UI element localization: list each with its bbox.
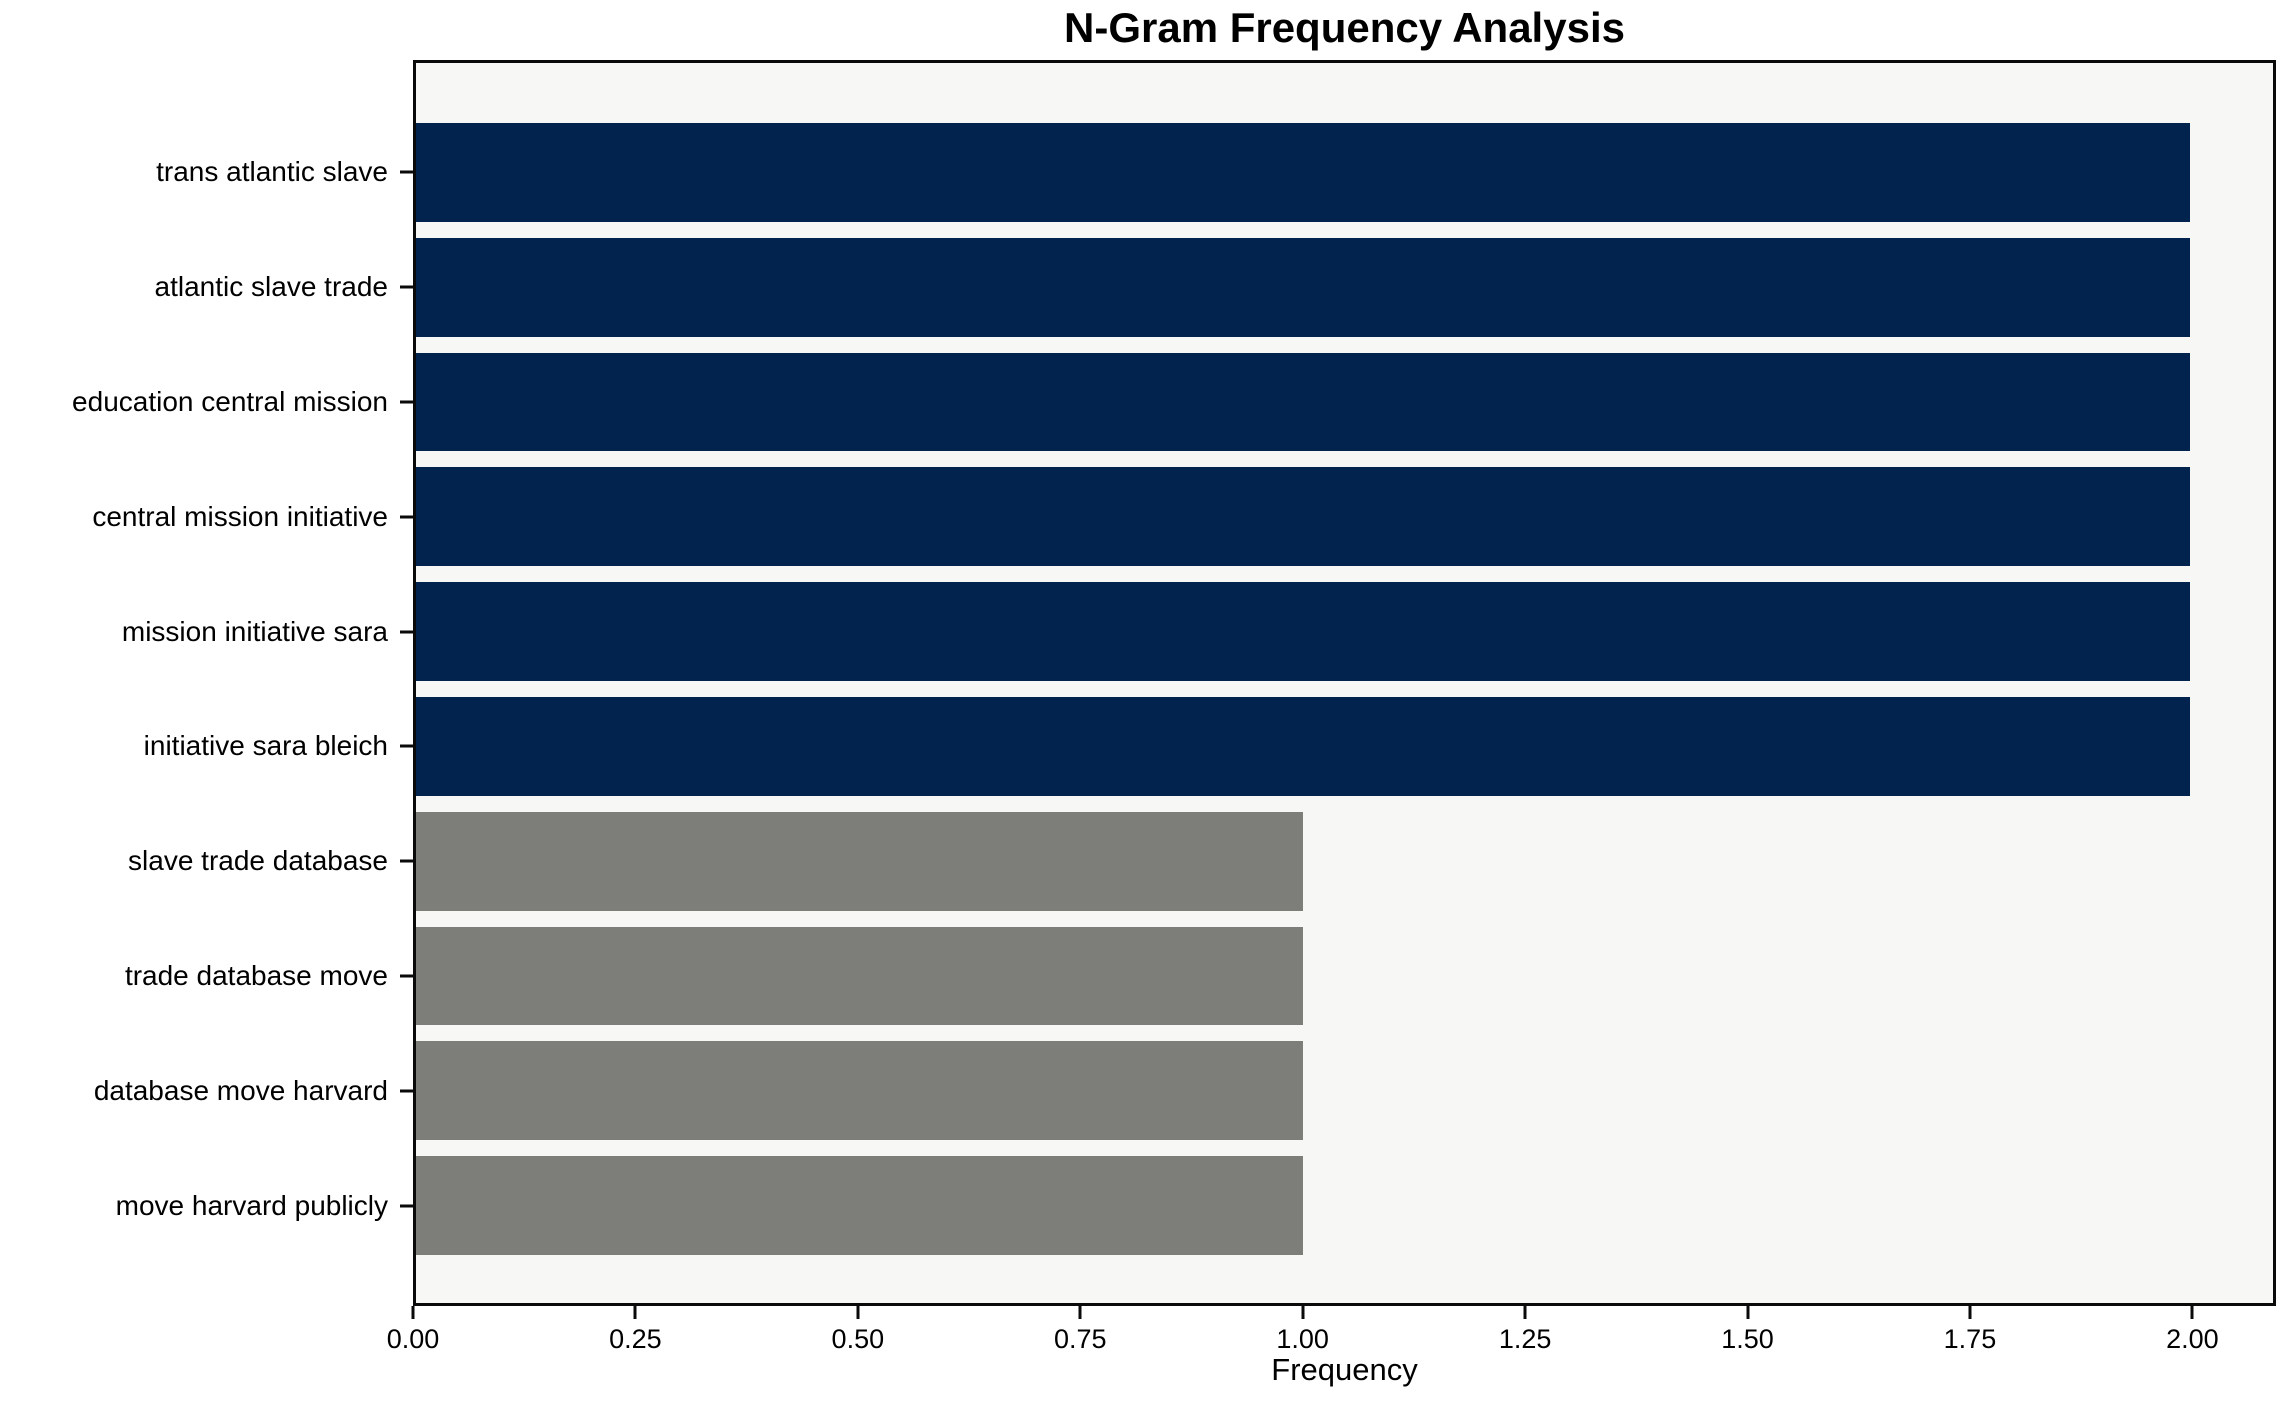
- bar-row: central mission initiative: [92, 459, 2273, 574]
- x-tick-label: 0.50: [831, 1324, 885, 1354]
- bar-row: slave trade database: [128, 804, 2273, 919]
- bar-row: trans atlantic slave: [156, 115, 2273, 230]
- bar: [416, 1156, 1303, 1255]
- x-tick-label: 2.00: [2166, 1324, 2219, 1354]
- bar: [416, 467, 2190, 567]
- y-tick-label: central mission initiative: [92, 500, 388, 532]
- y-tick-label: initiative sara bleich: [143, 730, 388, 762]
- y-tick-mark: [400, 515, 413, 519]
- y-tick-mark: [400, 1089, 413, 1093]
- x-tick-label: 1.00: [1276, 1324, 1329, 1354]
- x-tick-label: 0.00: [386, 1324, 440, 1354]
- bar-row: initiative sara bleich: [144, 689, 2273, 804]
- x-tick-mark: [1746, 1306, 1750, 1319]
- x-tick-mark: [2190, 1306, 2194, 1319]
- y-tick-label: atlantic slave trade: [154, 271, 388, 303]
- x-tick-mark: [1078, 1306, 1082, 1319]
- y-tick-label: trans atlantic slave: [156, 156, 388, 188]
- bar: [416, 1041, 1303, 1141]
- y-tick-label: mission initiative sara: [121, 615, 388, 647]
- y-tick-label: database move harvard: [93, 1074, 388, 1106]
- bar: [416, 237, 2190, 337]
- x-tick-mark: [411, 1306, 415, 1319]
- x-tick-label: 0.75: [1053, 1324, 1107, 1354]
- y-tick-mark: [400, 974, 413, 978]
- x-tick-label: 0.25: [609, 1324, 662, 1354]
- x-tick-mark: [856, 1306, 860, 1319]
- bar-row: education central mission: [72, 345, 2273, 460]
- y-tick-mark: [400, 1204, 413, 1208]
- y-tick-mark: [400, 285, 413, 289]
- x-axis: 0.00 0.25 0.50 0.75 1.00 1.25 1.50 1.75 2.00: [387, 1306, 2276, 1396]
- x-axis-label: Frequency: [1271, 1352, 1418, 1387]
- x-tick-mark: [1523, 1306, 1527, 1319]
- y-tick-label: trade database move: [124, 959, 388, 991]
- x-tick-mark: [1968, 1306, 1972, 1319]
- bar-row: mission initiative sara: [122, 574, 2273, 689]
- chart-title: N-Gram Frequency Analysis: [1064, 4, 1625, 51]
- y-tick-label: education central mission: [72, 385, 388, 417]
- y-tick-mark: [400, 630, 413, 634]
- bar-rows-container: trans atlantic slave atlantic slave trade…: [72, 115, 2273, 1263]
- bar-row: trade database move: [125, 919, 2273, 1034]
- bar: [416, 811, 1303, 911]
- y-tick-label: move harvard publicly: [115, 1189, 388, 1221]
- x-tick-mark: [633, 1306, 637, 1319]
- y-tick-mark: [400, 170, 413, 174]
- bar-row: move harvard publicly: [116, 1148, 2273, 1263]
- bar: [416, 926, 1303, 1026]
- bar: [416, 697, 2190, 796]
- bar: [416, 582, 2190, 681]
- bar: [416, 352, 2190, 452]
- x-tick-label: 1.25: [1498, 1324, 1552, 1354]
- x-tick-label: 1.75: [1943, 1324, 1997, 1354]
- bar: [416, 123, 2190, 222]
- bar-row: atlantic slave trade: [155, 230, 2273, 345]
- y-tick-label: slave trade database: [128, 845, 388, 877]
- y-tick-mark: [400, 744, 413, 748]
- bar-row: database move harvard: [94, 1033, 2273, 1148]
- x-tick-mark: [1301, 1306, 1305, 1319]
- y-tick-mark: [400, 400, 413, 404]
- y-tick-mark: [400, 859, 413, 863]
- x-tick-label: 1.50: [1721, 1324, 1774, 1354]
- plot-area: trans atlantic slave atlantic slave trade…: [72, 60, 2276, 1306]
